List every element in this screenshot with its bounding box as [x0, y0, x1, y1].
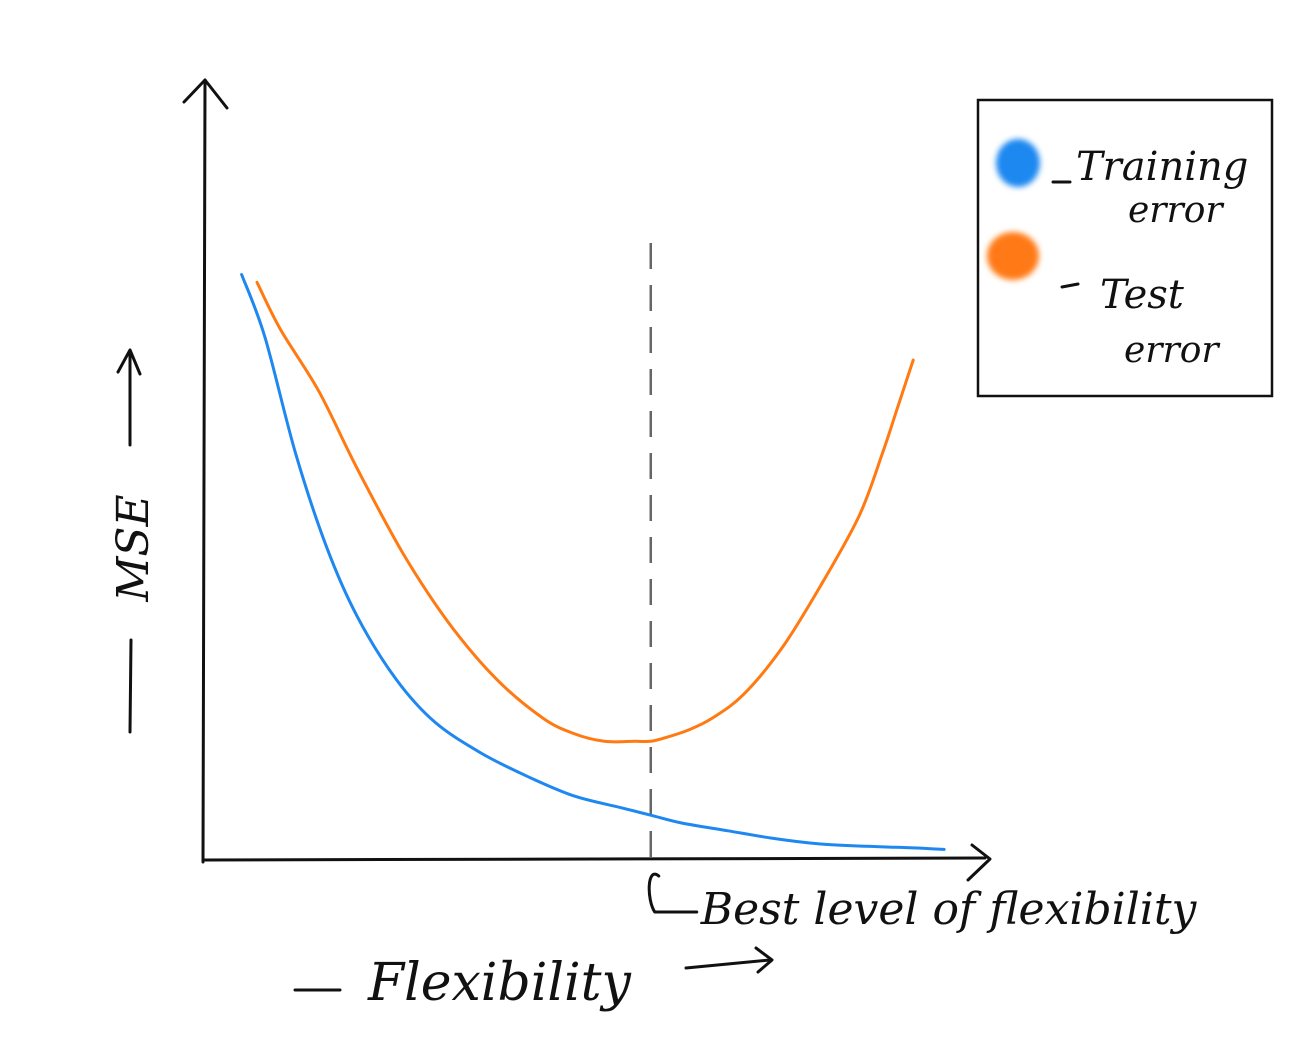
series-line-training-error — [240, 273, 946, 851]
annotation-hook — [647, 872, 699, 914]
x-label-arrowhead — [754, 946, 774, 974]
x-axis — [201, 856, 987, 862]
legend-entry-test: Test error — [987, 232, 1220, 371]
legend-label-training-line1: Training — [1076, 144, 1248, 190]
y-axis-label: MSE — [108, 494, 159, 602]
y-axis-arrowhead — [182, 78, 229, 110]
legend-entry-training: Training error — [996, 139, 1248, 231]
legend-label-test-line2: error — [1124, 330, 1220, 371]
legend: Training error Test error — [976, 98, 1274, 398]
y-label-arrowhead — [116, 348, 142, 376]
legend-swatch-test — [987, 232, 1039, 280]
legend-dash-test — [1060, 282, 1080, 289]
x-axis-label: Flexibility — [367, 953, 632, 1013]
y-label-dash — [128, 638, 133, 734]
legend-swatch-training — [996, 139, 1040, 187]
axes — [182, 78, 992, 882]
y-axis-label-group: MSE — [108, 348, 159, 734]
y-axis — [201, 78, 207, 864]
x-label-arrow-line — [684, 958, 772, 970]
legend-label-test-line1: Test — [1100, 272, 1185, 318]
legend-box — [976, 98, 1274, 398]
x-axis-arrowhead — [966, 843, 992, 882]
x-axis-label-group: Flexibility — [293, 946, 774, 1013]
plot-area: Best level of flexibility — [240, 243, 1198, 935]
series-line-test-error — [255, 280, 915, 744]
annotation-best-flexibility: Best level of flexibility — [700, 884, 1198, 935]
legend-label-training-line2: error — [1128, 190, 1224, 231]
